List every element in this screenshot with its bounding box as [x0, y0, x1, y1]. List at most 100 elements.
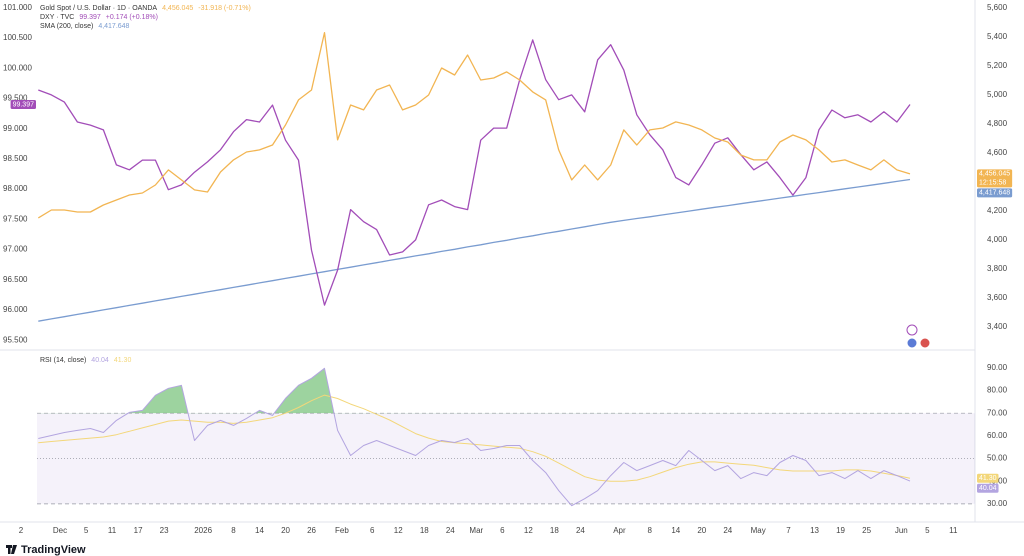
x-tick-label: May: [751, 526, 766, 535]
series-line: [38, 178, 911, 322]
x-tick-label: 2026: [194, 526, 212, 535]
x-tick-label: 7: [786, 526, 791, 535]
legend-text: 99.397: [79, 14, 101, 21]
x-tick-label: 5: [84, 526, 89, 535]
y2-tick-label: 4,600: [987, 148, 1008, 157]
x-tick-label: Apr: [613, 526, 626, 535]
legend-text: 41.30: [114, 357, 132, 364]
legend-entry: DXY · TVC 99.397 +0.174 (+0.18%): [40, 14, 158, 21]
y-tick-label: 100.500: [3, 33, 32, 42]
x-tick-label: 5: [925, 526, 930, 535]
x-tick-label: 12: [394, 526, 403, 535]
y-tick-label: 99.500: [3, 94, 28, 103]
legend-text: DXY · TVC: [40, 14, 74, 21]
badge-background: [977, 188, 1013, 198]
x-tick-label: 24: [576, 526, 585, 535]
y2-tick-label: 5,000: [987, 90, 1008, 99]
price-badge: 40.04: [977, 483, 999, 493]
y-tick-label: 96.000: [3, 305, 28, 314]
y2-tick-label: 3,600: [987, 293, 1008, 302]
logo-text: TradingView: [21, 544, 86, 556]
x-tick-label: 2: [19, 526, 24, 535]
x-tick-label: 6: [370, 526, 375, 535]
badge-background: [977, 473, 999, 483]
y-tick-label: 97.000: [3, 245, 28, 254]
x-tick-label: 24: [446, 526, 455, 535]
x-tick-label: 14: [671, 526, 680, 535]
y2-tick-label: 4,000: [987, 235, 1008, 244]
x-tick-label: Feb: [335, 526, 349, 535]
y-tick-label: 60.00: [987, 431, 1008, 440]
x-tick-label: 20: [697, 526, 706, 535]
y2-tick-label: 3,800: [987, 264, 1008, 273]
icon: [906, 337, 918, 349]
x-tick-label: 8: [231, 526, 236, 535]
x-tick-label: 25: [862, 526, 871, 535]
price-badge: 99.397: [10, 100, 36, 110]
badge-text: 12:15:58: [979, 180, 1006, 187]
series-line: [37, 31, 911, 219]
logo-mark: [11, 545, 17, 554]
x-tick-label: Jun: [895, 526, 908, 535]
icon: [919, 337, 931, 349]
icon: [906, 324, 918, 336]
price-badge: 4,456.045 12:15:58: [977, 169, 1013, 188]
y-tick-label: 100.000: [3, 63, 32, 72]
x-tick-label: Dec: [53, 526, 67, 535]
y-tick-label: 97.500: [3, 214, 28, 223]
y2-tick-label: 4,800: [987, 119, 1008, 128]
x-tick-label: 17: [134, 526, 143, 535]
x-tick-label: 11: [949, 526, 958, 535]
x-tick-label: 18: [420, 526, 429, 535]
legend-text: 4,417.648: [98, 23, 129, 30]
x-tick-label: 18: [550, 526, 559, 535]
y-tick-label: 99.000: [3, 124, 28, 133]
logo-mark: [8, 545, 11, 554]
x-tick-label: Mar: [469, 526, 483, 535]
legend-text: SMA (200, close): [40, 23, 93, 30]
x-tick-label: 20: [281, 526, 290, 535]
y-tick-label: 80.00: [987, 386, 1008, 395]
legend-text: 40.04: [91, 357, 109, 364]
y2-tick-label: 3,400: [987, 322, 1008, 331]
legend-text: +0.174 (+0.18%): [106, 14, 158, 21]
x-tick-label: 24: [723, 526, 732, 535]
y-tick-label: 50.00: [987, 454, 1008, 463]
x-tick-label: 8: [648, 526, 653, 535]
y-tick-label: 98.500: [3, 154, 28, 163]
legend-text: -31.918 (-0.71%): [198, 5, 251, 12]
badge-text: 4,417.648: [979, 190, 1010, 197]
y2-tick-label: 4,200: [987, 206, 1008, 215]
badge-text: 41.30: [979, 475, 997, 482]
y2-tick-label: 5,600: [987, 3, 1008, 12]
y-tick-label: 70.00: [987, 408, 1008, 417]
y-tick-label: 30.00: [987, 499, 1008, 508]
series-line: [38, 367, 911, 507]
x-tick-label: 19: [836, 526, 845, 535]
legend-text: Gold Spot / U.S. Dollar · 1D · OANDA: [40, 5, 157, 12]
x-tick-label: 26: [307, 526, 316, 535]
x-tick-label: 11: [108, 526, 117, 535]
x-tick-label: 6: [500, 526, 505, 535]
y2-tick-label: 5,400: [987, 32, 1008, 41]
legend-text: RSI (14, close): [40, 357, 86, 364]
y-tick-label: 95.500: [3, 335, 28, 344]
badge-background: [977, 169, 1013, 188]
y-tick-label: 98.000: [3, 184, 28, 193]
x-tick-label: 12: [524, 526, 533, 535]
badge-text: 99.397: [13, 101, 35, 108]
badge-text: 4,456.045: [979, 171, 1010, 178]
legend-entry: RSI (14, close) 40.04 41.30: [40, 357, 131, 364]
y-tick-label: 90.00: [987, 363, 1008, 372]
legend-entry: SMA (200, close) 4,417.648: [40, 23, 130, 30]
logo: TradingView: [6, 544, 86, 556]
legend-text: 4,456.045: [162, 5, 193, 12]
y-tick-label: 101.000: [3, 3, 32, 12]
y2-tick-label: 5,200: [987, 61, 1008, 70]
y-tick-label: 96.500: [3, 275, 28, 284]
price-badge: 41.30: [977, 473, 999, 483]
x-tick-label: 14: [255, 526, 264, 535]
legend-entry: Gold Spot / U.S. Dollar · 1D · OANDA 4,45…: [40, 5, 251, 12]
